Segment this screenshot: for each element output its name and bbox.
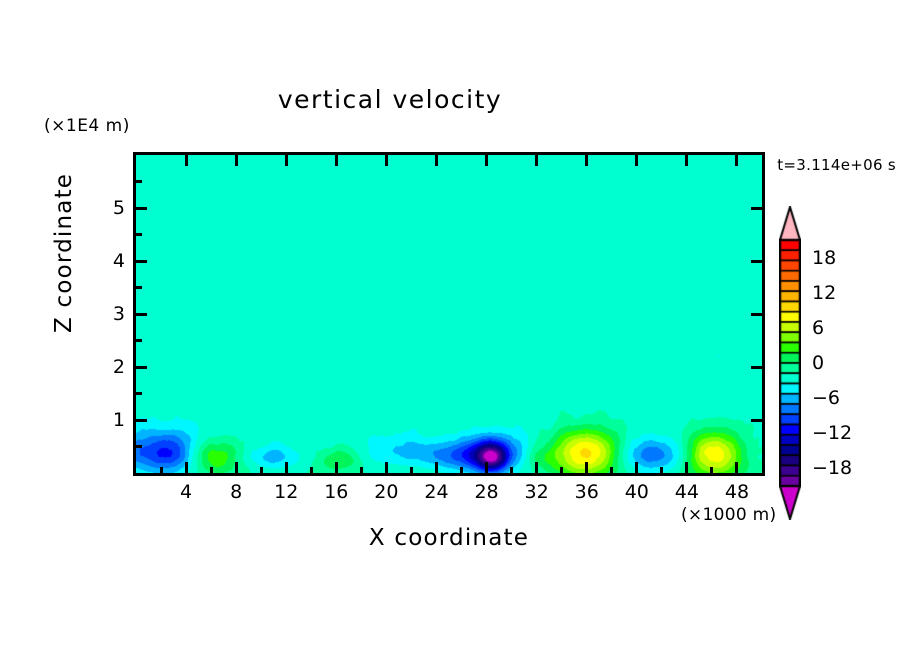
x-axis-tick-label: 16: [324, 481, 349, 503]
colorbar-tick-label: 6: [812, 316, 825, 339]
x-axis-tick: [685, 462, 689, 473]
colorbar-gradient: [779, 206, 801, 520]
y-axis-tick: [136, 259, 147, 263]
x-axis-minor-tick: [610, 467, 614, 473]
y-axis-minor-tick: [136, 339, 142, 342]
y-axis-minor-tick: [136, 233, 142, 236]
x-axis-minor-tick: [409, 467, 413, 473]
x-axis-tick: [735, 462, 739, 473]
time-annotation: t=3.114e+06 s: [777, 156, 896, 174]
y-axis-tick-label: 2: [112, 356, 125, 378]
x-axis-tick-top: [635, 155, 639, 166]
plot-area: [133, 152, 765, 476]
x-axis-tick: [535, 462, 539, 473]
y-axis-title: Z coordinate: [51, 172, 77, 333]
x-axis-tick-top: [685, 155, 689, 166]
x-axis-tick-top: [384, 155, 388, 166]
x-axis-minor-tick: [209, 467, 213, 473]
x-axis-tick-label: 28: [474, 481, 499, 503]
contour-field: [136, 155, 762, 473]
y-axis-tick: [136, 206, 147, 210]
x-axis-tick: [384, 462, 388, 473]
x-axis-tick-label: 12: [274, 481, 299, 503]
x-axis-tick: [284, 462, 288, 473]
x-axis-minor-tick: [259, 467, 263, 473]
y-axis-tick-right: [751, 418, 762, 422]
x-axis-tick-label: 20: [374, 481, 399, 503]
x-axis-tick: [334, 462, 338, 473]
x-axis-tick-label: 44: [674, 481, 699, 503]
x-axis-tick-label: 8: [230, 481, 243, 503]
x-axis-tick-top: [485, 155, 489, 166]
y-axis-tick-label: 4: [112, 250, 125, 272]
x-axis-tick-top: [434, 155, 438, 166]
y-axis-minor-tick: [136, 180, 142, 183]
x-axis-minor-tick: [159, 467, 163, 473]
x-axis-units-label: (×1000 m): [681, 505, 777, 525]
colorbar-tick-label: −12: [812, 422, 853, 445]
x-axis-tick-top: [284, 155, 288, 166]
y-axis-minor-tick: [136, 445, 142, 448]
x-axis-tick-top: [234, 155, 238, 166]
x-axis-tick-label: 36: [574, 481, 599, 503]
x-axis-tick-top: [535, 155, 539, 166]
colorbar-tick-label: 0: [812, 352, 825, 374]
x-axis-tick: [635, 462, 639, 473]
x-axis-minor-tick: [309, 467, 313, 473]
x-axis-tick: [585, 462, 589, 473]
x-axis-tick-label: 48: [724, 481, 750, 503]
y-axis-tick: [136, 418, 147, 422]
y-axis-tick: [136, 312, 147, 316]
x-axis-tick-top: [735, 155, 739, 166]
x-axis-tick-top: [334, 155, 338, 166]
x-axis-minor-tick: [660, 467, 664, 473]
y-axis-tick-right: [751, 312, 762, 316]
x-axis-tick-top: [585, 155, 589, 166]
x-axis-tick: [184, 462, 188, 473]
x-axis-tick-label: 40: [624, 481, 649, 503]
y-axis-tick: [136, 365, 147, 369]
x-axis-minor-tick: [460, 467, 464, 473]
x-axis-tick-top: [184, 155, 188, 166]
x-axis-tick-label: 24: [424, 481, 449, 503]
x-axis-tick: [234, 462, 238, 473]
x-axis-minor-tick: [359, 467, 363, 473]
x-axis-minor-tick: [710, 467, 714, 473]
x-axis-title: X coordinate: [368, 525, 530, 551]
x-axis-minor-tick: [510, 467, 514, 473]
y-axis-tick-right: [751, 259, 762, 263]
x-axis-tick-label: 4: [180, 481, 193, 503]
y-axis-tick-right: [751, 365, 762, 369]
y-axis-minor-tick: [136, 286, 142, 289]
y-axis-tick-right: [751, 206, 762, 210]
y-axis-tick-label: 1: [112, 409, 125, 431]
x-axis-tick: [434, 462, 438, 473]
x-axis-minor-tick: [560, 467, 564, 473]
page-title: vertical velocity: [277, 85, 503, 114]
colorbar-tick-label: 12: [812, 281, 837, 304]
y-axis-units-label: (×1E4 m): [44, 116, 130, 136]
y-axis-tick-label: 5: [112, 197, 125, 219]
colorbar: [779, 206, 801, 520]
y-axis-tick-label: 3: [112, 303, 125, 325]
colorbar-tick-label: 18: [812, 246, 837, 269]
colorbar-tick-label: −18: [812, 457, 853, 480]
y-axis-minor-tick: [136, 392, 142, 395]
x-axis-tick-label: 32: [524, 481, 549, 503]
colorbar-tick-label: −6: [812, 387, 841, 410]
x-axis-tick: [485, 462, 489, 473]
